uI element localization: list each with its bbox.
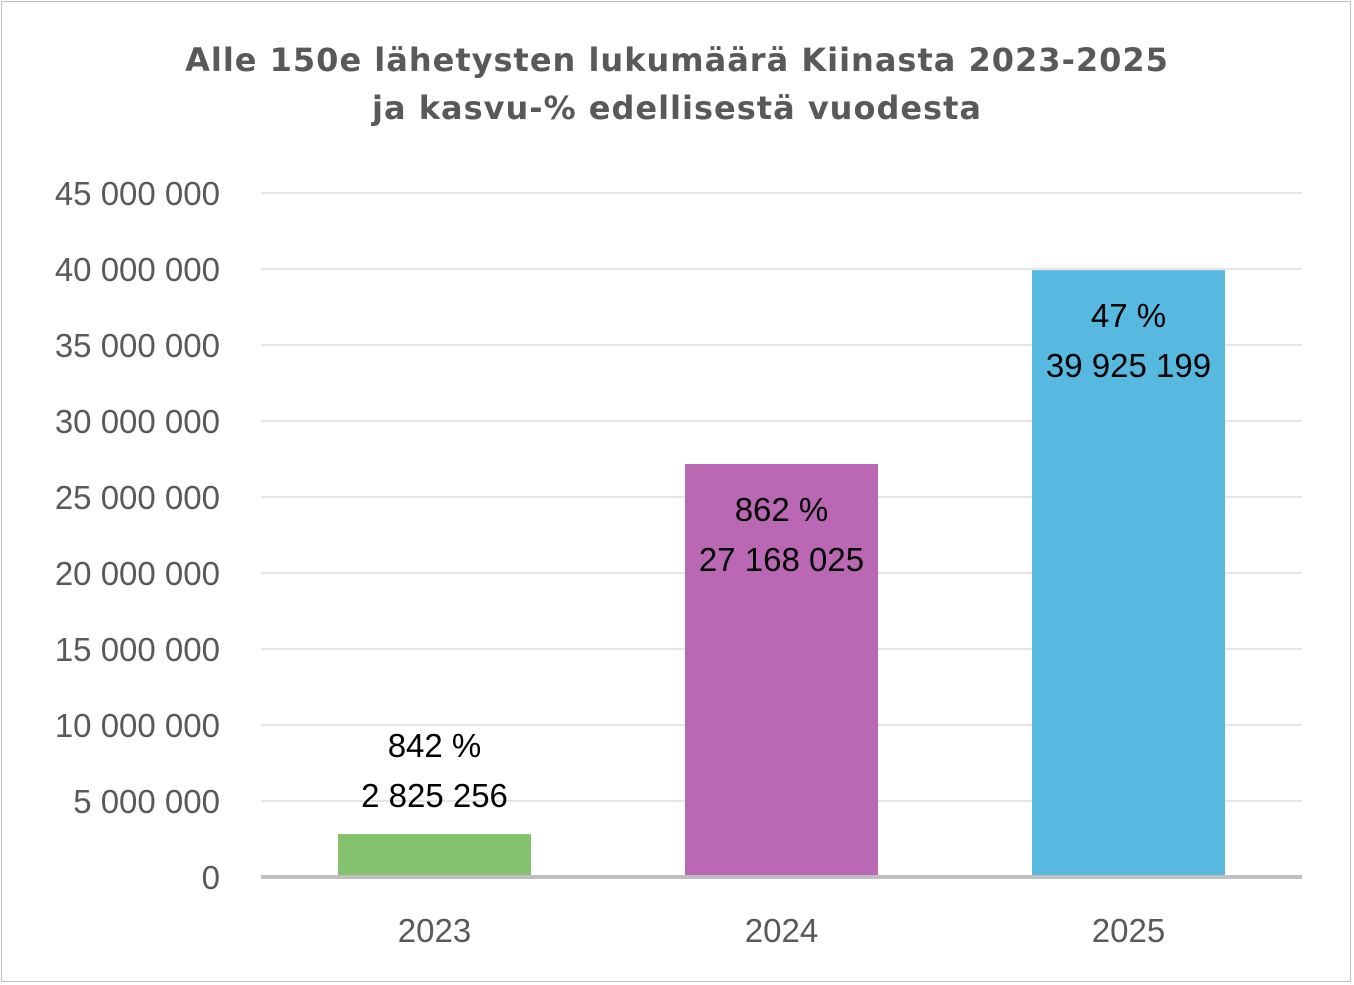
y-tick-label: 45 000 000 [55,175,220,212]
x-tick-label: 2025 [1092,912,1165,949]
value-label: 27 168 025 [699,541,864,578]
value-label: 39 925 199 [1046,347,1211,384]
y-tick-label: 40 000 000 [55,251,220,288]
growth-label: 842 % [388,727,482,764]
y-tick-label: 25 000 000 [55,479,220,516]
y-tick-label: 0 [202,859,220,896]
bar-2025 [1032,270,1225,877]
y-tick-label: 20 000 000 [55,555,220,592]
chart-title-line-2: ja kasvu-% edellisestä vuodesta [372,89,982,127]
bar-2023 [338,834,531,877]
x-tick-label: 2023 [398,912,471,949]
y-tick-label: 30 000 000 [55,403,220,440]
value-label: 2 825 256 [361,777,508,814]
x-tick-label: 2024 [745,912,818,949]
growth-label: 862 % [735,491,829,528]
y-tick-label: 5 000 000 [73,783,220,820]
chart-title-line-1: Alle 150e lähetysten lukumäärä Kiinasta … [185,41,1169,79]
growth-label: 47 % [1091,297,1166,334]
chart-title: Alle 150e lähetysten lukumäärä Kiinasta … [0,36,1354,132]
y-tick-label: 10 000 000 [55,707,220,744]
y-tick-label: 15 000 000 [55,631,220,668]
bar-2024 [685,464,878,877]
y-tick-label: 35 000 000 [55,327,220,364]
